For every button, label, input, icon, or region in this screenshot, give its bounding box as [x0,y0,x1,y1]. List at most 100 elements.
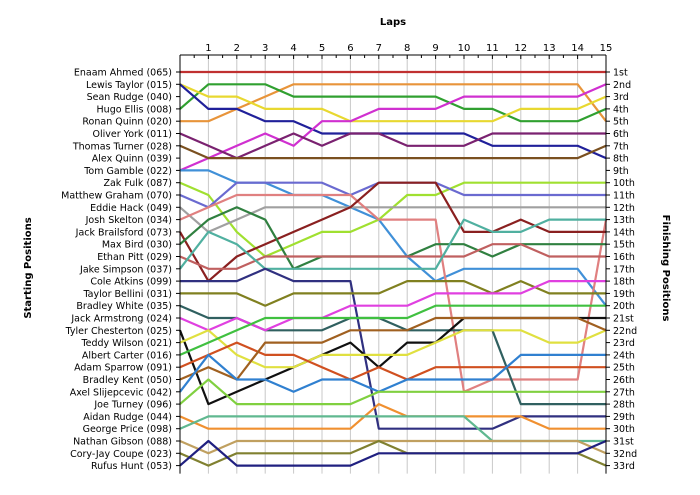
driver-position-line [179,304,606,356]
driver-position-line [179,83,607,123]
driver-position-line [179,403,606,430]
driver-position-line [179,83,607,172]
finishing-position-label: 27th [613,387,635,398]
finishing-position-label: 17th [613,264,635,275]
starting-position-label: Ethan Pitt (029) [97,252,172,263]
driver-position-line [179,243,606,270]
starting-position-label: Tyler Chesterton (025) [65,326,172,337]
starting-position-label: Jake Simpson (037) [79,264,172,275]
finishing-position-label: 29th [613,412,635,423]
left-axis-title: Starting Positions [23,217,34,318]
finishing-position-label: 7th [613,141,629,152]
lap-tick-label: 4 [290,43,296,54]
finishing-position-label: 25th [613,363,635,374]
starting-position-label: Oliver York (011) [93,129,172,140]
lap-tick-label: 15 [600,43,613,54]
starting-position-label: Matthew Graham (070) [61,191,172,202]
finishing-position-label: 23rd [613,338,635,349]
top-axis-title: Laps [380,17,406,28]
starting-position-label: Cole Atkins (099) [90,277,172,288]
lap-tick-label: 6 [347,43,353,54]
starting-position-label: Josh Skelton (034) [85,215,172,226]
lap-tick-label: 9 [432,43,438,54]
finishing-position-label: 33rd [613,461,635,472]
starting-position-label: Hugo Ellis (008) [97,104,172,115]
starting-position-label: Zak Fulk (087) [103,178,172,189]
starting-position-label: Taylor Bellini (031) [82,289,172,300]
lap-tick-label: 5 [319,43,325,54]
starting-position-label: Jack Armstrong (024) [70,314,172,325]
driver-position-line [179,193,608,393]
lap-tick-label: 7 [376,43,382,54]
lap-tick-label: 1 [205,43,211,54]
starting-position-label: Joe Turney (096) [93,400,172,411]
driver-position-line [179,83,607,123]
finishing-position-label: 22nd [613,326,637,337]
starting-position-label: Enaam Ahmed (065) [74,68,172,79]
lap-tick-label: 11 [486,43,499,54]
right-axis-title: Finishing Positions [660,215,671,322]
finishing-position-label: 12th [613,203,635,214]
finishing-position-label: 9th [613,166,629,177]
driver-position-line [179,378,606,406]
finishing-position-label: 19th [613,289,635,300]
finishing-position-label: 4th [613,104,629,115]
starting-position-labels: Enaam Ahmed (065)Lewis Taylor (015)Sean … [61,68,180,472]
finishing-position-label: 3rd [613,92,629,103]
starting-position-label: Ronan Quinn (020) [82,117,172,128]
starting-position-label: Thomas Turner (028) [72,141,172,152]
finishing-position-label: 2nd [613,80,631,91]
axis-frame [179,54,607,474]
starting-position-label: Tom Gamble (022) [83,166,172,177]
driver-position-line [179,316,607,381]
driver-position-line [179,439,607,467]
driver-position-line [179,144,607,160]
finishing-position-label: 5th [613,117,629,128]
driver-position-line [179,341,606,381]
finishing-position-label: 8th [613,154,629,165]
driver-position-line [180,83,607,123]
starting-position-label: Rufus Hunt (053) [91,461,172,472]
starting-position-label: Teddy Wilson (021) [80,338,172,349]
finishing-position-label: 24th [613,350,635,361]
finishing-position-label: 28th [613,400,635,411]
finishing-position-label: 6th [613,129,629,140]
lap-tick-label: 3 [262,43,268,54]
finishing-position-label: 16th [613,252,635,263]
driver-position-line [179,353,606,393]
starting-position-label: Axel Slijepcevic (042) [70,387,172,398]
driver-position-line [179,218,606,270]
starting-position-label: George Price (098) [83,424,172,435]
starting-position-label: Bradley White (035) [76,301,172,312]
starting-position-label: Aidan Rudge (044) [83,412,172,423]
finishing-position-label: 20th [613,301,635,312]
starting-position-label: Alex Quinn (039) [92,154,172,165]
driver-position-line [179,132,606,160]
lap-tick-label: 14 [571,43,584,54]
finishing-position-label: 21st [613,314,634,325]
lap-tick-label: 8 [404,43,410,54]
finishing-position-label: 26th [613,375,635,386]
driver-position-line [179,439,607,455]
finishing-position-label: 31st [613,437,634,448]
starting-position-label: Albert Carter (016) [82,350,172,361]
driver-position-line [179,329,607,369]
finishing-position-label: 15th [613,240,635,251]
finishing-position-label: 32nd [613,449,637,460]
finishing-position-label: 11th [613,191,635,202]
lap-tick-label: 13 [543,43,556,54]
starting-position-label: Jack Brailsford (073) [75,227,172,238]
finishing-position-label: 14th [613,227,635,238]
finishing-position-label: 18th [613,277,635,288]
starting-position-label: Cory-Jay Coupe (023) [70,449,172,460]
finishing-position-label: 1st [613,68,628,79]
finishing-position-label: 30th [613,424,635,435]
starting-position-label: Lewis Taylor (015) [86,80,172,91]
driver-position-line [179,83,607,160]
lap-tick-label: 10 [458,43,471,54]
starting-position-label: Eddie Hack (049) [90,203,172,214]
top-axis: 1 2 3 4 5 6 7 8 9 10 11 12 13 14 15 [193,43,613,59]
driver-position-line [180,267,606,430]
series-layer [178,70,608,467]
